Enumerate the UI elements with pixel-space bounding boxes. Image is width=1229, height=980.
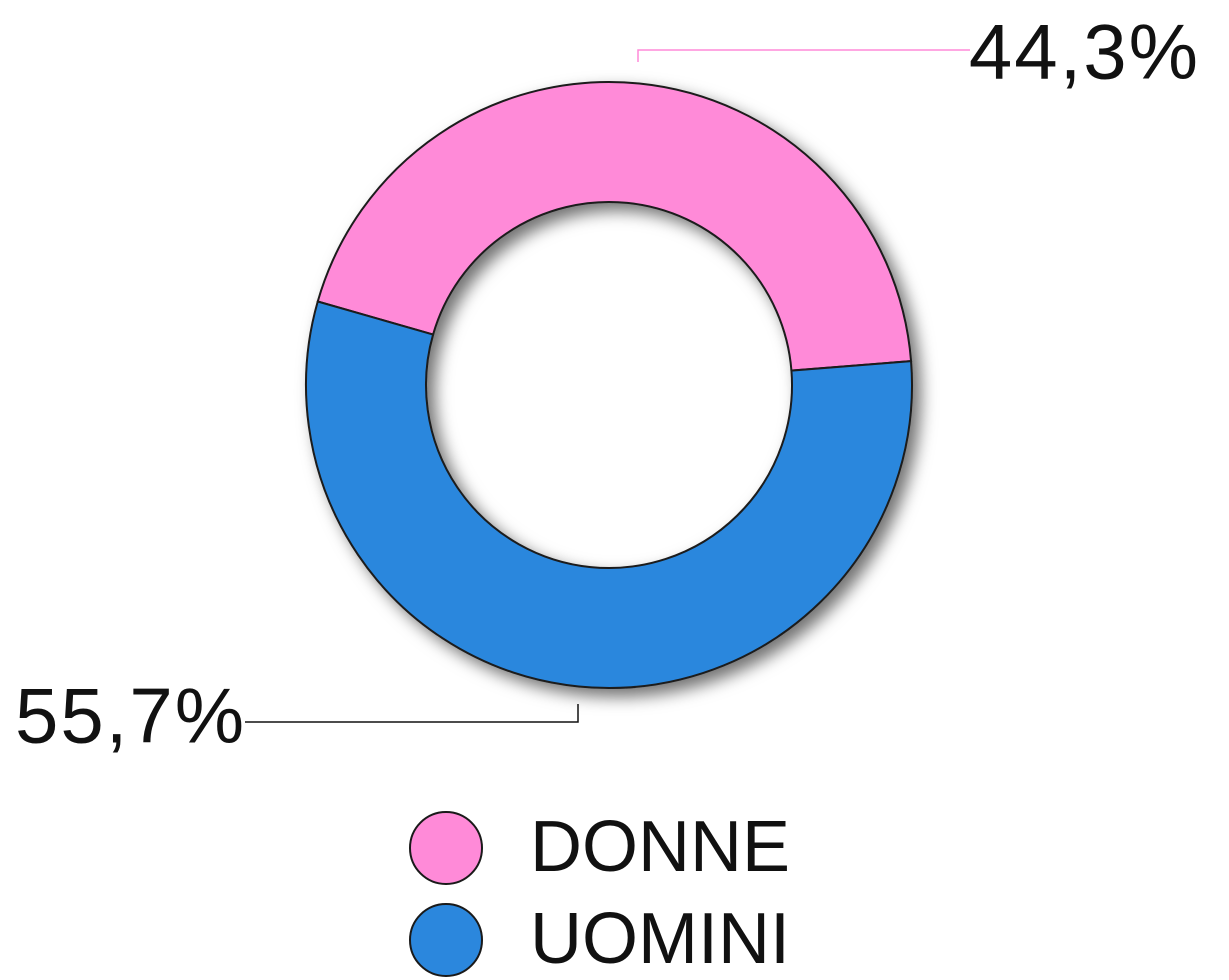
donut-segment — [305, 300, 913, 689]
donut-segment — [316, 81, 913, 372]
legend-label: UOMINI — [530, 899, 790, 979]
legend-label: DONNE — [530, 807, 790, 887]
donut — [305, 81, 913, 689]
labels: 44,3% 55,7% DONNE UOMINI — [15, 8, 1200, 979]
legend-swatch — [409, 903, 483, 977]
value-label: 55,7% — [15, 672, 246, 760]
value-label: 44,3% — [969, 8, 1200, 96]
legend-swatch — [409, 811, 483, 885]
leader-line — [245, 704, 579, 723]
leader-line — [637, 49, 970, 62]
